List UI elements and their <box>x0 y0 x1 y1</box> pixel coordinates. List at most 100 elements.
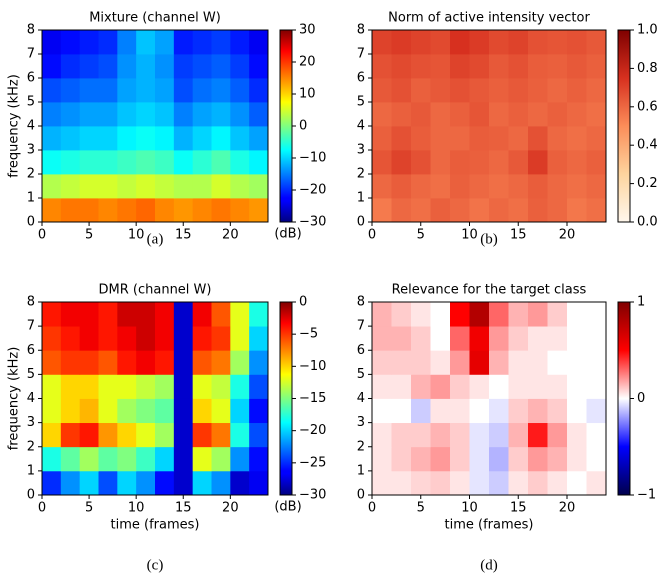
x-tick-label: 0 <box>368 228 376 243</box>
heatmap-cell <box>211 470 231 496</box>
heatmap-cell <box>528 374 548 399</box>
heatmap-cell <box>508 422 529 448</box>
heatmap-cell <box>528 198 548 223</box>
heatmap-cell <box>430 150 451 175</box>
x-tick-label: 5 <box>85 501 93 516</box>
caption: (a) <box>147 231 164 247</box>
heatmap-cell <box>155 102 175 127</box>
heatmap-cell <box>136 374 156 399</box>
heatmap-cell <box>155 326 175 351</box>
heatmap-cell <box>391 446 412 472</box>
panel-title: Relevance for the target class <box>392 283 587 298</box>
heatmap-cell <box>411 102 431 127</box>
heatmap-cell <box>192 150 212 175</box>
x-tick-label: 0 <box>38 501 46 516</box>
heatmap-cell <box>136 422 156 448</box>
heatmap-cell <box>450 198 470 223</box>
heatmap-cell <box>586 374 607 399</box>
heatmap-cell <box>469 422 490 448</box>
heatmap-cell <box>42 422 62 448</box>
heatmap-cell <box>60 374 81 399</box>
heatmap-cell <box>136 54 156 79</box>
heatmap-cell <box>430 174 451 199</box>
heatmap-cell <box>230 422 250 448</box>
heatmap-cell <box>411 126 431 151</box>
colorbar-tick-label: 0.2 <box>637 176 658 191</box>
colorbar-tick-label: −1 <box>637 488 656 503</box>
heatmap-cell <box>391 150 412 175</box>
heatmap-cell <box>155 350 175 375</box>
heatmap-cell <box>411 398 431 424</box>
heatmap-cell <box>391 470 412 496</box>
heatmap-cell <box>567 174 587 199</box>
heatmap-cell <box>567 446 587 472</box>
heatmap-cell <box>430 446 451 472</box>
heatmap-cell <box>173 398 194 424</box>
heatmap-cell <box>391 422 412 448</box>
y-axis-label: frequency (kHz) <box>7 74 22 178</box>
heatmap-cell <box>230 374 250 399</box>
heatmap-cell <box>567 102 587 127</box>
heatmap-cell <box>450 54 470 79</box>
heatmap-cell <box>192 350 212 375</box>
heatmap-cell <box>372 54 392 79</box>
heatmap-cell <box>391 78 412 103</box>
heatmap-cell <box>489 54 509 79</box>
heatmap-cell <box>528 174 548 199</box>
heatmap-cell <box>450 470 470 496</box>
heatmap-cell <box>98 446 118 472</box>
heatmap-cell <box>249 150 269 175</box>
heatmap-cell <box>211 102 231 127</box>
heatmap-cell <box>469 54 490 79</box>
heatmap-cell <box>372 326 392 351</box>
heatmap-cell <box>450 102 470 127</box>
colorbar <box>617 301 631 496</box>
heatmap-cell <box>249 374 269 399</box>
heatmap-cell <box>211 422 231 448</box>
y-tick-label: 6 <box>27 343 35 358</box>
heatmap-cell <box>42 198 62 223</box>
heatmap-cell <box>173 102 194 127</box>
colorbar <box>617 29 631 223</box>
heatmap-cell <box>489 446 509 472</box>
heatmap-cell <box>249 422 269 448</box>
y-tick-label: 5 <box>27 367 35 382</box>
heatmap-cell <box>211 78 231 103</box>
heatmap-cell <box>372 126 392 151</box>
y-tick-label: 8 <box>357 23 365 38</box>
x-tick-label: 15 <box>510 228 527 243</box>
heatmap-cell <box>567 198 587 223</box>
heatmap-cell <box>173 446 194 472</box>
heatmap-cell <box>547 302 568 327</box>
colorbar-tick-label: 0.0 <box>637 215 658 230</box>
heatmap-cell <box>547 326 568 351</box>
heatmap-cell <box>508 326 529 351</box>
heatmap-cell <box>528 54 548 79</box>
y-tick-label: 8 <box>27 23 35 38</box>
heatmap-cell <box>547 422 568 448</box>
heatmap-cell <box>372 398 392 424</box>
colorbar-label: (dB) <box>274 227 301 242</box>
heatmap-cell <box>42 398 62 424</box>
heatmap-cell <box>211 126 231 151</box>
heatmap-cell <box>372 198 392 223</box>
heatmap-cell <box>567 470 587 496</box>
y-tick-label: 5 <box>357 367 365 382</box>
heatmap-cell <box>411 54 431 79</box>
heatmap-cell <box>211 174 231 199</box>
heatmap-cell <box>411 470 431 496</box>
heatmap-cell <box>430 374 451 399</box>
colorbar-tick-label: 0 <box>299 295 307 310</box>
heatmap-cell <box>372 470 392 496</box>
heatmap-cell <box>117 374 137 399</box>
heatmap-cell <box>528 126 548 151</box>
heatmap-cell <box>98 422 118 448</box>
heatmap-cell <box>136 326 156 351</box>
heatmap-cell <box>391 350 412 375</box>
heatmap-cell <box>173 54 194 79</box>
heatmap-cell <box>230 470 250 496</box>
heatmap-cell <box>192 54 212 79</box>
heatmap-cell <box>391 126 412 151</box>
heatmap-cell <box>117 78 137 103</box>
heatmap-cell <box>42 374 62 399</box>
